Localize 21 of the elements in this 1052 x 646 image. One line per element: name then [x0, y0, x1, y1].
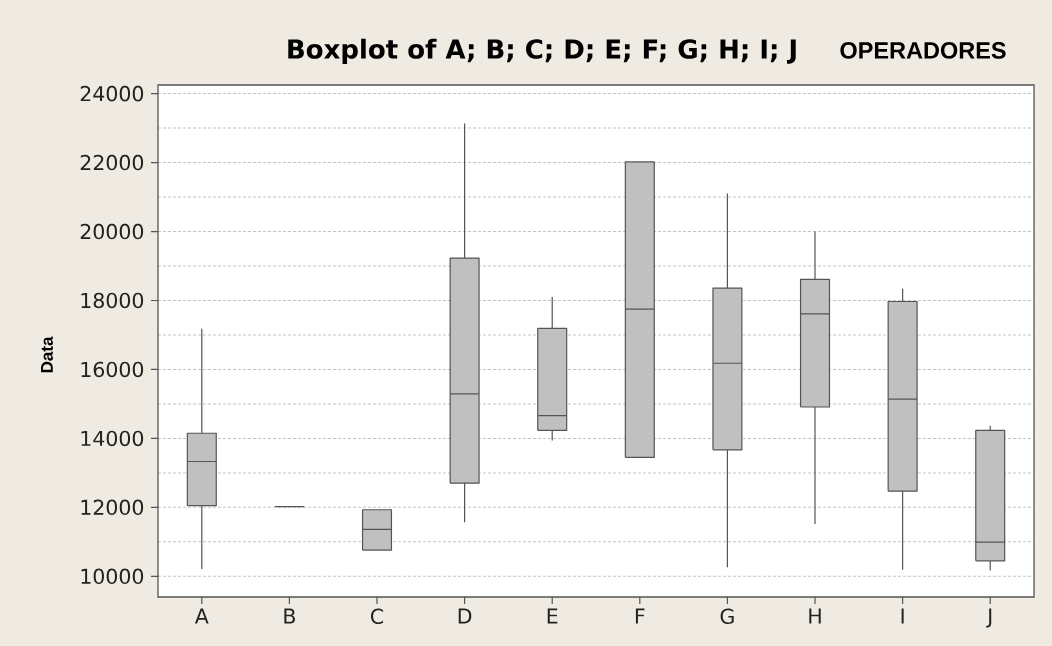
y-axis-title: Data	[41, 336, 53, 373]
y-tick-label: 24000	[80, 85, 144, 102]
x-tick-label: E	[547, 608, 558, 624]
x-tick-label: C	[370, 608, 384, 625]
y-tick-label: 14000	[81, 430, 144, 447]
y-tick-label: 20000	[80, 223, 144, 240]
y-tick-label: 18000	[81, 292, 144, 309]
chart-title: Boxplot of A; B; C; D; E; F; G; H; I; J	[288, 38, 796, 64]
x-tick-label: B	[284, 608, 295, 624]
y-tick-label: 12000	[81, 499, 144, 516]
x-tick-label: D	[458, 608, 472, 624]
y-tick-label: 22000	[80, 154, 144, 171]
x-tick-label: I	[901, 608, 904, 624]
x-tick-label: J	[986, 608, 992, 628]
x-tick-label: H	[809, 608, 821, 624]
y-tick-label: 16000	[81, 361, 144, 378]
text: OPERADORES	[840, 42, 1006, 59]
x-tick-label: G	[720, 608, 734, 625]
x-tick-label: F	[635, 608, 645, 624]
x-tick-label: A	[194, 608, 209, 624]
y-tick-label: 10000	[81, 568, 144, 585]
